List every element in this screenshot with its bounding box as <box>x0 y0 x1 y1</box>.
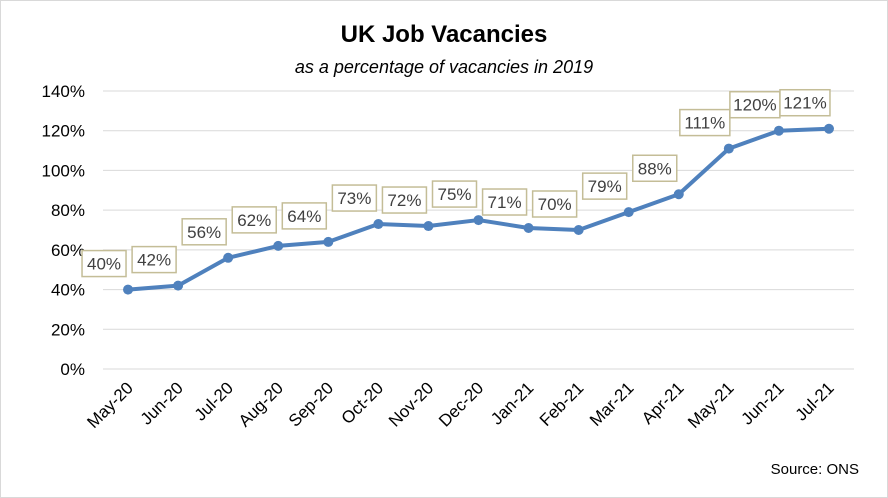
data-point <box>573 225 584 235</box>
data-point <box>373 219 384 230</box>
data-label: 75% <box>437 185 471 204</box>
y-tick-label: 120% <box>42 122 85 141</box>
data-label-box <box>632 154 678 183</box>
x-tick-label: Jun-21 <box>738 378 788 428</box>
x-tick-label: May-21 <box>684 378 738 432</box>
data-label-box <box>581 172 628 200</box>
data-point <box>673 189 684 200</box>
y-tick-label: 0% <box>60 360 85 379</box>
x-tick-label: Dec-20 <box>435 378 487 430</box>
data-label: 71% <box>488 193 522 212</box>
data-label: 70% <box>538 195 572 214</box>
x-tick-label: Sep-20 <box>285 378 337 430</box>
data-label: 121% <box>783 94 826 113</box>
data-point <box>273 240 284 251</box>
data-label-box <box>779 88 831 117</box>
data-label-box <box>331 184 378 212</box>
data-label-box <box>431 180 478 208</box>
data-label: 42% <box>137 251 171 270</box>
data-point <box>623 207 634 218</box>
y-tick-label: 100% <box>42 161 85 180</box>
data-label: 56% <box>187 223 221 242</box>
data-point <box>223 252 234 263</box>
y-tick-label: 20% <box>51 320 85 339</box>
data-label-box <box>81 249 127 278</box>
data-label: 62% <box>237 211 271 230</box>
data-label-box <box>231 206 277 234</box>
data-label-box <box>281 202 328 230</box>
data-label: 72% <box>387 191 421 210</box>
x-tick-label: Apr-21 <box>638 378 688 428</box>
x-tick-label: Jul-20 <box>191 378 237 424</box>
data-label-box <box>729 90 781 119</box>
data-point <box>723 143 734 154</box>
x-tick-label: Jun-20 <box>137 378 187 428</box>
data-label-box <box>679 108 731 137</box>
data-label: 120% <box>733 96 776 115</box>
data-label-box <box>481 188 528 216</box>
y-tick-label: 60% <box>51 241 85 260</box>
x-tick-label: Nov-20 <box>385 378 437 430</box>
data-point <box>523 223 534 234</box>
chart-title: UK Job Vacancies <box>340 21 548 48</box>
data-label: 73% <box>337 189 371 208</box>
data-point <box>173 280 184 291</box>
x-tick-label: Jan-21 <box>487 378 537 428</box>
data-point <box>473 215 484 226</box>
x-tick-label: Oct-20 <box>338 378 388 428</box>
data-label-box <box>531 190 578 218</box>
x-tick-label: Aug-20 <box>235 378 287 430</box>
data-label: 88% <box>638 159 672 178</box>
data-point <box>323 236 334 247</box>
source-note: Source: ONS <box>770 461 859 478</box>
chart-subtitle: as a percentage of vacancies in 2019 <box>294 57 594 77</box>
y-tick-label: 40% <box>51 281 85 300</box>
x-tick-label: Jul-21 <box>792 378 838 424</box>
data-label-box <box>131 245 177 274</box>
data-point <box>773 125 784 136</box>
data-point <box>823 123 834 134</box>
x-tick-label: Feb-21 <box>536 378 588 430</box>
data-label-box <box>381 186 428 214</box>
x-tick-label: May-20 <box>83 378 137 432</box>
y-tick-label: 80% <box>51 201 85 220</box>
data-point <box>423 221 434 232</box>
data-label: 64% <box>287 207 321 226</box>
data-label: 40% <box>87 255 121 274</box>
data-label-box <box>181 218 227 246</box>
data-label: 111% <box>684 114 725 133</box>
x-tick-label: Mar-21 <box>586 378 638 430</box>
y-tick-label: 140% <box>42 82 85 101</box>
data-label: 79% <box>588 177 622 196</box>
data-point <box>123 284 134 295</box>
